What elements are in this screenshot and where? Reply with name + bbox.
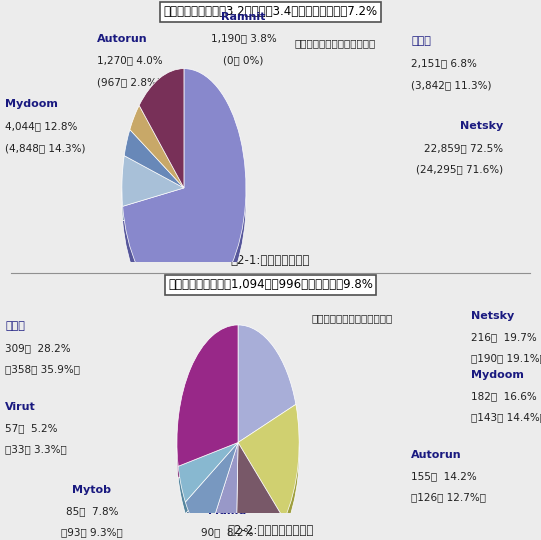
- Wedge shape: [124, 130, 184, 188]
- Text: 155件  14.2%: 155件 14.2%: [411, 471, 477, 481]
- Wedge shape: [139, 83, 184, 202]
- Text: Netsky: Netsky: [460, 121, 503, 131]
- Text: 309件  28.2%: 309件 28.2%: [5, 343, 71, 353]
- Wedge shape: [122, 156, 184, 206]
- Text: （注：括弧内は前月の数値）: （注：括弧内は前月の数値）: [295, 38, 376, 48]
- Text: （93件 9.3%）: （93件 9.3%）: [61, 528, 123, 537]
- Wedge shape: [123, 69, 246, 307]
- Wedge shape: [177, 325, 238, 466]
- Text: Autorun: Autorun: [411, 450, 462, 460]
- Wedge shape: [122, 170, 184, 221]
- Wedge shape: [238, 404, 299, 519]
- Text: その他: その他: [5, 321, 25, 332]
- Wedge shape: [236, 442, 284, 540]
- Wedge shape: [238, 325, 296, 442]
- Wedge shape: [238, 416, 299, 531]
- Wedge shape: [123, 83, 246, 321]
- Text: 1,270個 4.0%: 1,270個 4.0%: [97, 56, 163, 65]
- Wedge shape: [124, 144, 184, 202]
- Text: 4,044個 12.8%: 4,044個 12.8%: [5, 121, 78, 131]
- Text: （143件 14.4%）: （143件 14.4%）: [471, 413, 541, 422]
- Text: （358件 35.9%）: （358件 35.9%）: [5, 364, 81, 374]
- Text: 図2-2:ウイルス届出件数: 図2-2:ウイルス届出件数: [227, 524, 314, 537]
- Text: 182件  16.6%: 182件 16.6%: [471, 391, 537, 401]
- Wedge shape: [178, 454, 238, 514]
- Wedge shape: [130, 120, 184, 202]
- Text: (24,295個 71.6%): (24,295個 71.6%): [416, 165, 503, 174]
- Text: Mytob: Mytob: [72, 484, 111, 495]
- Text: ウイルス届出件数　1,094件（996件）前月比＋9.8%: ウイルス届出件数 1,094件（996件）前月比＋9.8%: [168, 278, 373, 291]
- Wedge shape: [206, 442, 238, 540]
- Wedge shape: [186, 442, 238, 540]
- Text: Virut: Virut: [5, 402, 36, 411]
- Wedge shape: [236, 454, 284, 540]
- Text: 図2-1:ウイルス検出数: 図2-1:ウイルス検出数: [231, 254, 310, 267]
- Text: （190件 19.1%）: （190件 19.1%）: [471, 354, 541, 363]
- Text: （33件 3.3%）: （33件 3.3%）: [5, 444, 67, 455]
- Text: (3,842個 11.3%): (3,842個 11.3%): [411, 80, 492, 90]
- Wedge shape: [139, 69, 184, 188]
- Text: 85件  7.8%: 85件 7.8%: [65, 506, 118, 516]
- Text: Netsky: Netsky: [471, 311, 514, 321]
- Text: (967個 2.8%): (967個 2.8%): [97, 77, 161, 87]
- Wedge shape: [238, 337, 296, 454]
- Text: 1,190個 3.8%: 1,190個 3.8%: [210, 33, 276, 44]
- Text: (0個 0%): (0個 0%): [223, 56, 263, 65]
- Text: （注：括弧内は前月の数値）: （注：括弧内は前月の数値）: [311, 313, 392, 323]
- Text: Mydoom: Mydoom: [471, 369, 524, 380]
- Text: 57件  5.2%: 57件 5.2%: [5, 423, 58, 433]
- Text: (4,848個 14.3%): (4,848個 14.3%): [5, 143, 86, 153]
- Text: 216件  19.7%: 216件 19.7%: [471, 332, 537, 342]
- Text: 2,151個 6.8%: 2,151個 6.8%: [411, 58, 477, 68]
- Text: Mydoom: Mydoom: [5, 99, 58, 109]
- Wedge shape: [178, 442, 238, 502]
- Text: 22,859個 72.5%: 22,859個 72.5%: [424, 143, 503, 153]
- Text: 90件  8.2%: 90件 8.2%: [201, 528, 253, 537]
- Wedge shape: [206, 454, 238, 540]
- Wedge shape: [186, 454, 238, 540]
- Text: Mumu: Mumu: [208, 506, 246, 516]
- Text: Autorun: Autorun: [97, 33, 148, 44]
- Text: その他: その他: [411, 36, 431, 46]
- Wedge shape: [130, 105, 184, 188]
- Text: （126件 12.7%）: （126件 12.7%）: [411, 492, 486, 503]
- Wedge shape: [177, 337, 238, 478]
- Text: Ramnit: Ramnit: [221, 12, 266, 22]
- Text: ウイルス検出数　分3.2万個（分3.4万個）　前月比－7.2%: ウイルス検出数 分3.2万個（分3.4万個） 前月比－7.2%: [163, 5, 378, 18]
